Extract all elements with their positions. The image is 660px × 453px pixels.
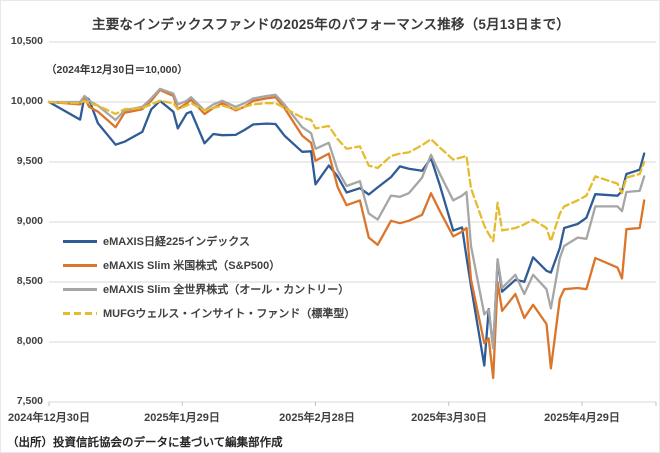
gray-line-swatch-icon — [63, 287, 97, 291]
legend-label: MUFGウェルス・インサイト・ファンド（標準型） — [103, 308, 356, 320]
source-note: （出所）投資信託協会のデータに基づいて編集部作成 — [7, 437, 283, 449]
y-axis-tick-label: 9,000 — [16, 215, 43, 227]
legend-label: eMAXIS日経225インデックス — [103, 236, 250, 248]
legend-item-sp500: eMAXIS Slim 米国株式（S&P500） — [63, 253, 355, 277]
y-axis-tick-label: 8,500 — [16, 275, 43, 287]
legend-item-wealth-insight: MUFGウェルス・インサイト・ファンド（標準型） — [63, 301, 355, 325]
x-axis-tick-label: 2025年2月28日 — [279, 412, 355, 424]
x-axis-tick-label: 2025年4月29日 — [544, 412, 620, 424]
y-axis-tick-label: 9,500 — [16, 155, 43, 167]
orange-line-swatch-icon — [63, 263, 97, 267]
y-axis-tick-label: 7,500 — [16, 395, 43, 407]
x-axis-tick-label: 2025年1月29日 — [144, 412, 220, 424]
blue-line-swatch-icon — [63, 239, 97, 243]
x-axis-tick-label: 2024年12月30日 — [8, 412, 90, 424]
legend-label: eMAXIS Slim 米国株式（S&P500） — [103, 260, 281, 272]
chart-title: 主要なインデックスファンドの2025年のパフォーマンス推移（5月13日まで） — [92, 17, 570, 32]
legend-item-allcountry: eMAXIS Slim 全世界株式（オール・カントリー） — [63, 277, 355, 301]
chart-subtitle: （2024年12月30日＝10,000） — [46, 64, 188, 76]
legend: eMAXIS日経225インデックス eMAXIS Slim 米国株式（S&P50… — [63, 229, 355, 325]
x-axis-tick-label: 2025年3月30日 — [411, 412, 487, 424]
y-axis-tick-label: 10,000 — [10, 95, 43, 107]
legend-label: eMAXIS Slim 全世界株式（オール・カントリー） — [103, 284, 350, 296]
legend-item-nikkei225: eMAXIS日経225インデックス — [63, 229, 355, 253]
yellow-dashed-line-swatch-icon — [63, 311, 97, 315]
y-axis-tick-label: 10,500 — [10, 35, 43, 47]
y-axis-tick-label: 8,000 — [16, 335, 43, 347]
